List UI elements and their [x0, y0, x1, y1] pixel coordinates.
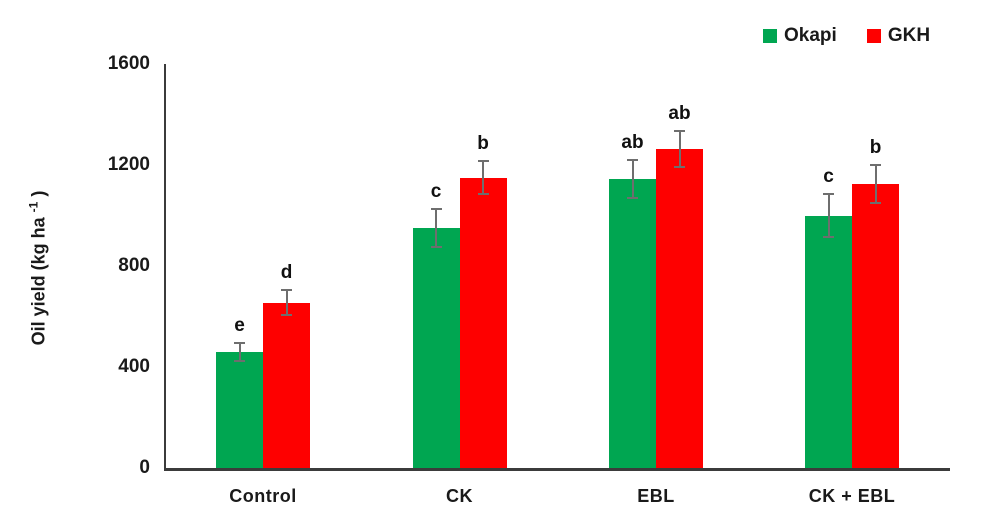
sig-letter-okapi-2: ab: [621, 131, 644, 153]
error-bar-okapi-1: [430, 207, 442, 249]
error-bar-cap: [870, 202, 881, 205]
error-bar-stem: [874, 163, 877, 205]
error-bar-cap: [234, 359, 245, 362]
error-bar-stem: [435, 207, 437, 249]
error-bar-cap: [674, 165, 685, 168]
y-tick-label-0: 0: [139, 457, 150, 478]
bar-gkh-ck-ebl: [852, 183, 899, 468]
y-axis-title-close: ): [28, 190, 49, 202]
y-axis-line: [164, 64, 166, 470]
error-bar-cap: [627, 197, 638, 200]
sig-letter-gkh-0: d: [280, 261, 293, 283]
y-tick-label-1200: 1200: [107, 154, 150, 175]
x-axis-line: [164, 468, 950, 471]
error-bar-cap: [477, 159, 489, 162]
error-bar-cap: [430, 207, 442, 210]
sig-letter-gkh-2: ab: [668, 102, 691, 124]
y-tick-label-1600: 1600: [107, 53, 150, 74]
legend-item-okapi: Okapi: [763, 25, 837, 46]
error-bar-okapi-0: [234, 341, 245, 362]
error-bar-gkh-0: [281, 288, 292, 317]
x-category-label-control: Control: [229, 486, 297, 506]
y-tick-label-400: 400: [118, 356, 150, 377]
error-bar-cap: [674, 129, 685, 132]
legend-label-gkh: GKH: [887, 25, 931, 46]
error-bar-cap: [281, 288, 292, 291]
error-bar-gkh-3: [870, 163, 881, 205]
bar-okapi-control: [216, 351, 263, 468]
bar-okapi-ck: [412, 228, 460, 468]
sig-letter-gkh-3: b: [869, 136, 882, 158]
sig-letter-okapi-0: e: [234, 314, 245, 336]
error-bar-gkh-1: [477, 159, 489, 196]
error-bar-gkh-2: [674, 129, 685, 168]
legend: Okapi GKH: [763, 25, 931, 46]
error-bar-cap: [281, 314, 292, 317]
x-category-label-ck: CK: [446, 486, 473, 506]
bar-okapi-ebl: [609, 178, 656, 468]
y-axis-title-superscript: -1: [26, 201, 41, 213]
error-bar-stem: [678, 129, 681, 168]
bar-gkh-ebl: [656, 148, 703, 468]
x-category-label-ck-ebl: CK + EBL: [808, 486, 896, 506]
bar-gkh-control: [263, 302, 310, 468]
x-category-label-ebl: EBL: [637, 486, 675, 506]
error-bar-stem: [631, 158, 634, 200]
error-bar-stem: [238, 341, 241, 362]
sig-letter-okapi-1: c: [430, 180, 442, 202]
error-bar-cap: [870, 163, 881, 166]
error-bar-stem: [482, 159, 484, 196]
error-bar-stem: [827, 192, 830, 239]
error-bar-cap: [823, 192, 834, 195]
error-bar-cap: [234, 341, 245, 344]
y-axis-title: Oil yield (kg ha -1 ): [27, 191, 50, 346]
error-bar-cap: [430, 246, 442, 249]
legend-label-okapi: Okapi: [784, 25, 837, 46]
error-bar-cap: [627, 158, 638, 161]
sig-letter-gkh-1: b: [477, 132, 489, 154]
error-bar-cap: [477, 193, 489, 196]
legend-item-gkh: GKH: [866, 25, 931, 46]
error-bar-stem: [285, 288, 288, 317]
error-bar-cap: [823, 236, 834, 239]
legend-swatch-okapi: [763, 29, 777, 43]
error-bar-okapi-3: [823, 192, 834, 239]
bar-okapi-ck-ebl: [805, 215, 852, 468]
y-tick-label-800: 800: [118, 255, 150, 276]
error-bar-okapi-2: [627, 158, 638, 200]
y-axis-title-text: Oil yield (kg ha: [28, 212, 49, 346]
legend-swatch-gkh: [866, 29, 881, 43]
sig-letter-okapi-3: c: [823, 165, 834, 187]
bar-gkh-ck: [459, 177, 507, 468]
